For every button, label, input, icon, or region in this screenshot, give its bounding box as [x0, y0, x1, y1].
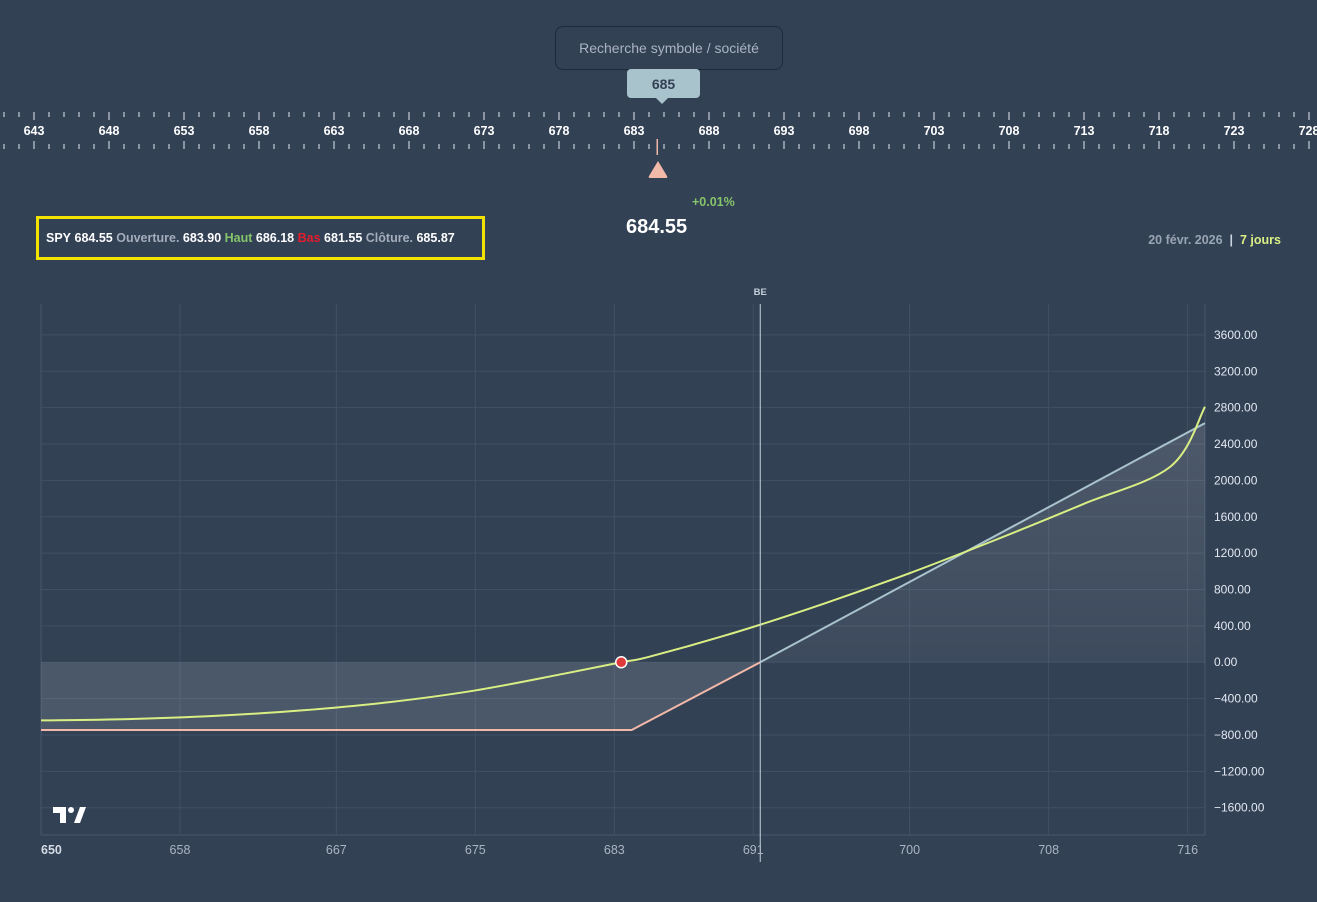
- y-axis-tick-label: 400.00: [1214, 619, 1251, 633]
- y-axis-tick-label: 0.00: [1214, 655, 1238, 669]
- payoff-chart[interactable]: BE 3600.00 3200.00 2800.00 2400.00 2000.00 160…: [0, 280, 1317, 870]
- ruler-label: 718: [1149, 124, 1170, 138]
- y-axis-tick-label: −400.00: [1214, 692, 1258, 706]
- x-axis-tick-label: 691: [743, 843, 764, 857]
- ruler-label: 678: [549, 124, 570, 138]
- y-axis-tick-label: 2400.00: [1214, 437, 1258, 451]
- high-label: Haut: [224, 231, 253, 245]
- ruler-label: 668: [399, 124, 420, 138]
- x-axis-tick-label: 675: [465, 843, 486, 857]
- y-axis-tick-label: 800.00: [1214, 583, 1251, 597]
- ruler-label: 713: [1074, 124, 1095, 138]
- y-axis-tick-label: 2000.00: [1214, 473, 1258, 487]
- x-axis-tick-label: 667: [326, 843, 347, 857]
- ruler-label: 728: [1299, 124, 1317, 138]
- ruler-label: 693: [774, 124, 795, 138]
- ruler-label: 708: [999, 124, 1020, 138]
- x-axis-tick-label: 658: [170, 843, 191, 857]
- price-change: +0.01%: [692, 195, 735, 209]
- expiry-days[interactable]: 7 jours: [1240, 233, 1281, 247]
- open-label: Ouverture.: [116, 231, 180, 245]
- x-axis-tick-label: 700: [899, 843, 920, 857]
- y-axis-tick-label: 2800.00: [1214, 401, 1258, 415]
- ruler-label: 698: [849, 124, 870, 138]
- expiry-line-loss: [41, 661, 761, 731]
- y-axis-tick-label: 1200.00: [1214, 546, 1258, 560]
- ruler-label: 723: [1224, 124, 1245, 138]
- expiry-info: 20 févr. 2026 | 7 jours: [1148, 233, 1281, 247]
- x-axis-tick-label: 650: [41, 843, 62, 857]
- y-axis-tick-label: 1600.00: [1214, 510, 1258, 524]
- low-label: Bas: [297, 231, 321, 245]
- last-price: 684.55: [74, 231, 113, 245]
- y-axis-tick-label: 3200.00: [1214, 364, 1258, 378]
- close-label: Clôture.: [365, 231, 413, 245]
- current-price: 684.55: [626, 216, 688, 238]
- ohlc-summary: SPY 684.55 Ouverture. 683.90 Haut 686.18…: [36, 216, 485, 260]
- strike-ruler[interactable]: 643 648 653 658 663 668 673 678 683 688 693 698 703 7…: [0, 105, 1317, 157]
- ruler-label: 683: [624, 124, 645, 138]
- x-axis-tick-label: 683: [604, 843, 625, 857]
- ruler-label: 643: [24, 124, 45, 138]
- tradingview-logo-icon: [53, 807, 86, 823]
- ruler-label: 688: [699, 124, 720, 138]
- high-value: 686.18: [255, 231, 295, 245]
- strike-tooltip[interactable]: 685: [627, 69, 700, 104]
- break-even-label: BE: [754, 287, 767, 298]
- ruler-label: 658: [249, 124, 270, 138]
- ruler-label: 663: [324, 124, 345, 138]
- y-axis-tick-label: −1200.00: [1214, 764, 1265, 778]
- y-axis-tick-label: −800.00: [1214, 728, 1258, 742]
- current-price-point: [615, 655, 628, 669]
- symbol-search-input[interactable]: Recherche symbole / société: [555, 26, 783, 70]
- ruler-label: 703: [924, 124, 945, 138]
- ruler-label: 653: [174, 124, 195, 138]
- expiry-separator: |: [1229, 233, 1234, 247]
- y-axis-tick-label: −1600.00: [1214, 801, 1265, 815]
- expiry-line-profit: [759, 422, 1206, 664]
- loss-area: [41, 662, 761, 730]
- price-marker-icon: [648, 161, 668, 178]
- current-value-line: [40, 406, 1206, 722]
- expiry-date: 20 févr. 2026: [1148, 233, 1223, 247]
- x-axis-tick-label: 708: [1038, 843, 1059, 857]
- symbol-label: SPY: [46, 231, 72, 245]
- x-axis-tick-label: 716: [1177, 843, 1198, 857]
- close-value: 685.87: [416, 231, 455, 245]
- ruler-label: 648: [99, 124, 120, 138]
- low-value: 681.55: [324, 231, 363, 245]
- open-value: 683.90: [182, 231, 222, 245]
- y-axis-tick-label: 3600.00: [1214, 328, 1258, 342]
- ruler-label: 673: [474, 124, 495, 138]
